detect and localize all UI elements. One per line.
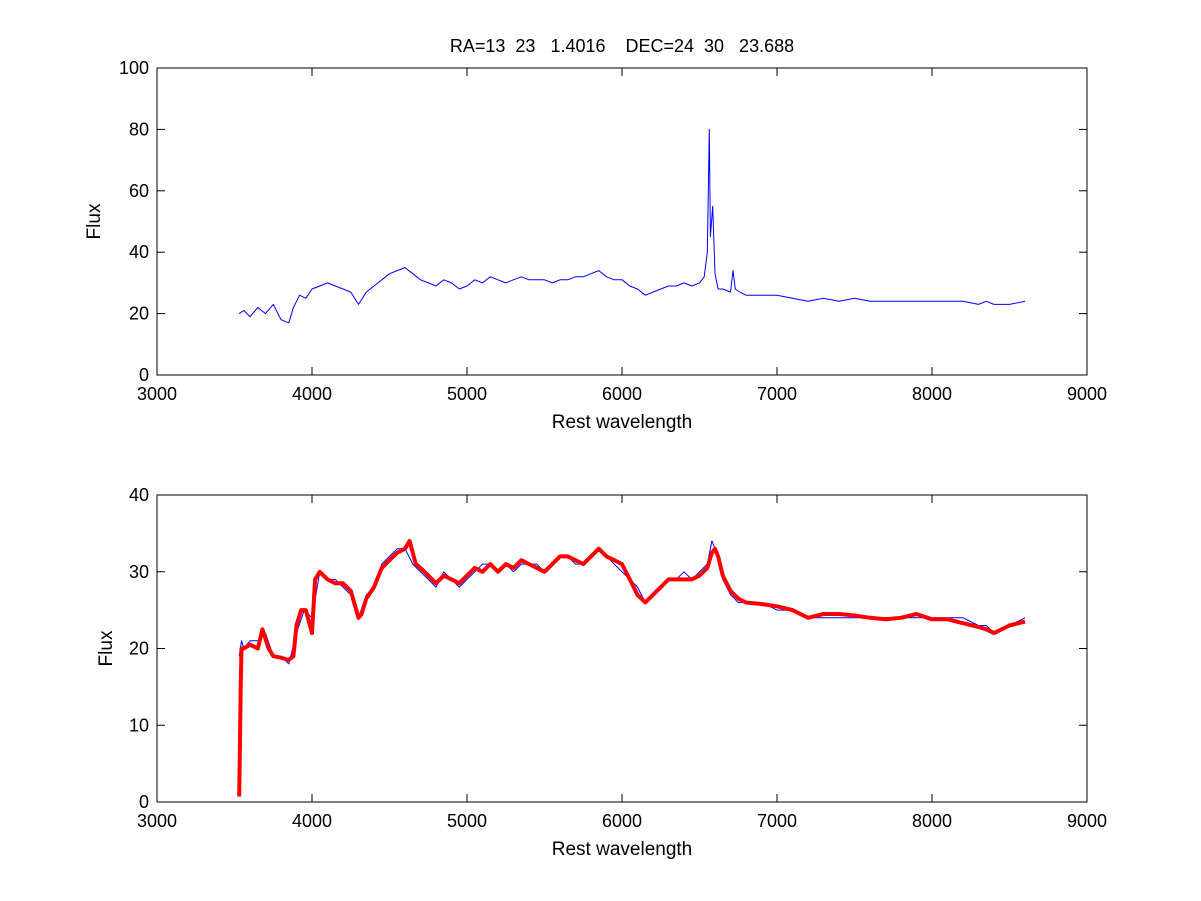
top-spectrum-panel: 3000 4000 5000 6000 7000 8000 9000 0 20 40 60 80 100… <box>84 58 1107 433</box>
x-tick-label: 6000 <box>602 384 642 404</box>
y-axis-label: Flux <box>84 203 105 239</box>
chart-title: RA=13 23 1.4016 DEC=24 30 23.688 <box>450 36 794 56</box>
x-tick-label: 6000 <box>602 811 642 831</box>
x-tick-label: 3000 <box>137 384 177 404</box>
x-tick-label: 5000 <box>447 811 487 831</box>
y-tick-label: 40 <box>129 485 149 505</box>
bottom-spectrum-panel: 3000 4000 5000 6000 7000 8000 9000 0 10 20 30 40 Res… <box>96 485 1107 860</box>
y-axis-label: Flux <box>96 630 117 666</box>
y-tick-label: 20 <box>129 639 149 659</box>
x-tick-label: 9000 <box>1067 811 1107 831</box>
y-tick-label: 0 <box>139 365 149 385</box>
x-tick-label: 3000 <box>137 811 177 831</box>
y-tick-label: 10 <box>129 715 149 735</box>
x-tick-label: 4000 <box>292 811 332 831</box>
y-tick-label: 0 <box>139 792 149 812</box>
x-axis-label: Rest wavelength <box>552 412 692 433</box>
x-axis-label: Rest wavelength <box>552 839 692 860</box>
y-tick-label: 30 <box>129 562 149 582</box>
x-tick-label: 8000 <box>912 811 952 831</box>
y-tick-label: 80 <box>129 119 149 139</box>
x-tick-label: 8000 <box>912 384 952 404</box>
x-tick-label: 7000 <box>757 384 797 404</box>
x-tick-label: 4000 <box>292 384 332 404</box>
y-tick-label: 60 <box>129 181 149 201</box>
series-line-fit <box>237 539 1026 797</box>
x-tick-label: 7000 <box>757 811 797 831</box>
y-tick-label: 40 <box>129 242 149 262</box>
x-tick-label: 5000 <box>447 384 487 404</box>
series-line-spectrum <box>238 128 1026 324</box>
y-tick-label: 100 <box>119 58 149 78</box>
y-tick-label: 20 <box>129 304 149 324</box>
x-tick-label: 9000 <box>1067 384 1107 404</box>
